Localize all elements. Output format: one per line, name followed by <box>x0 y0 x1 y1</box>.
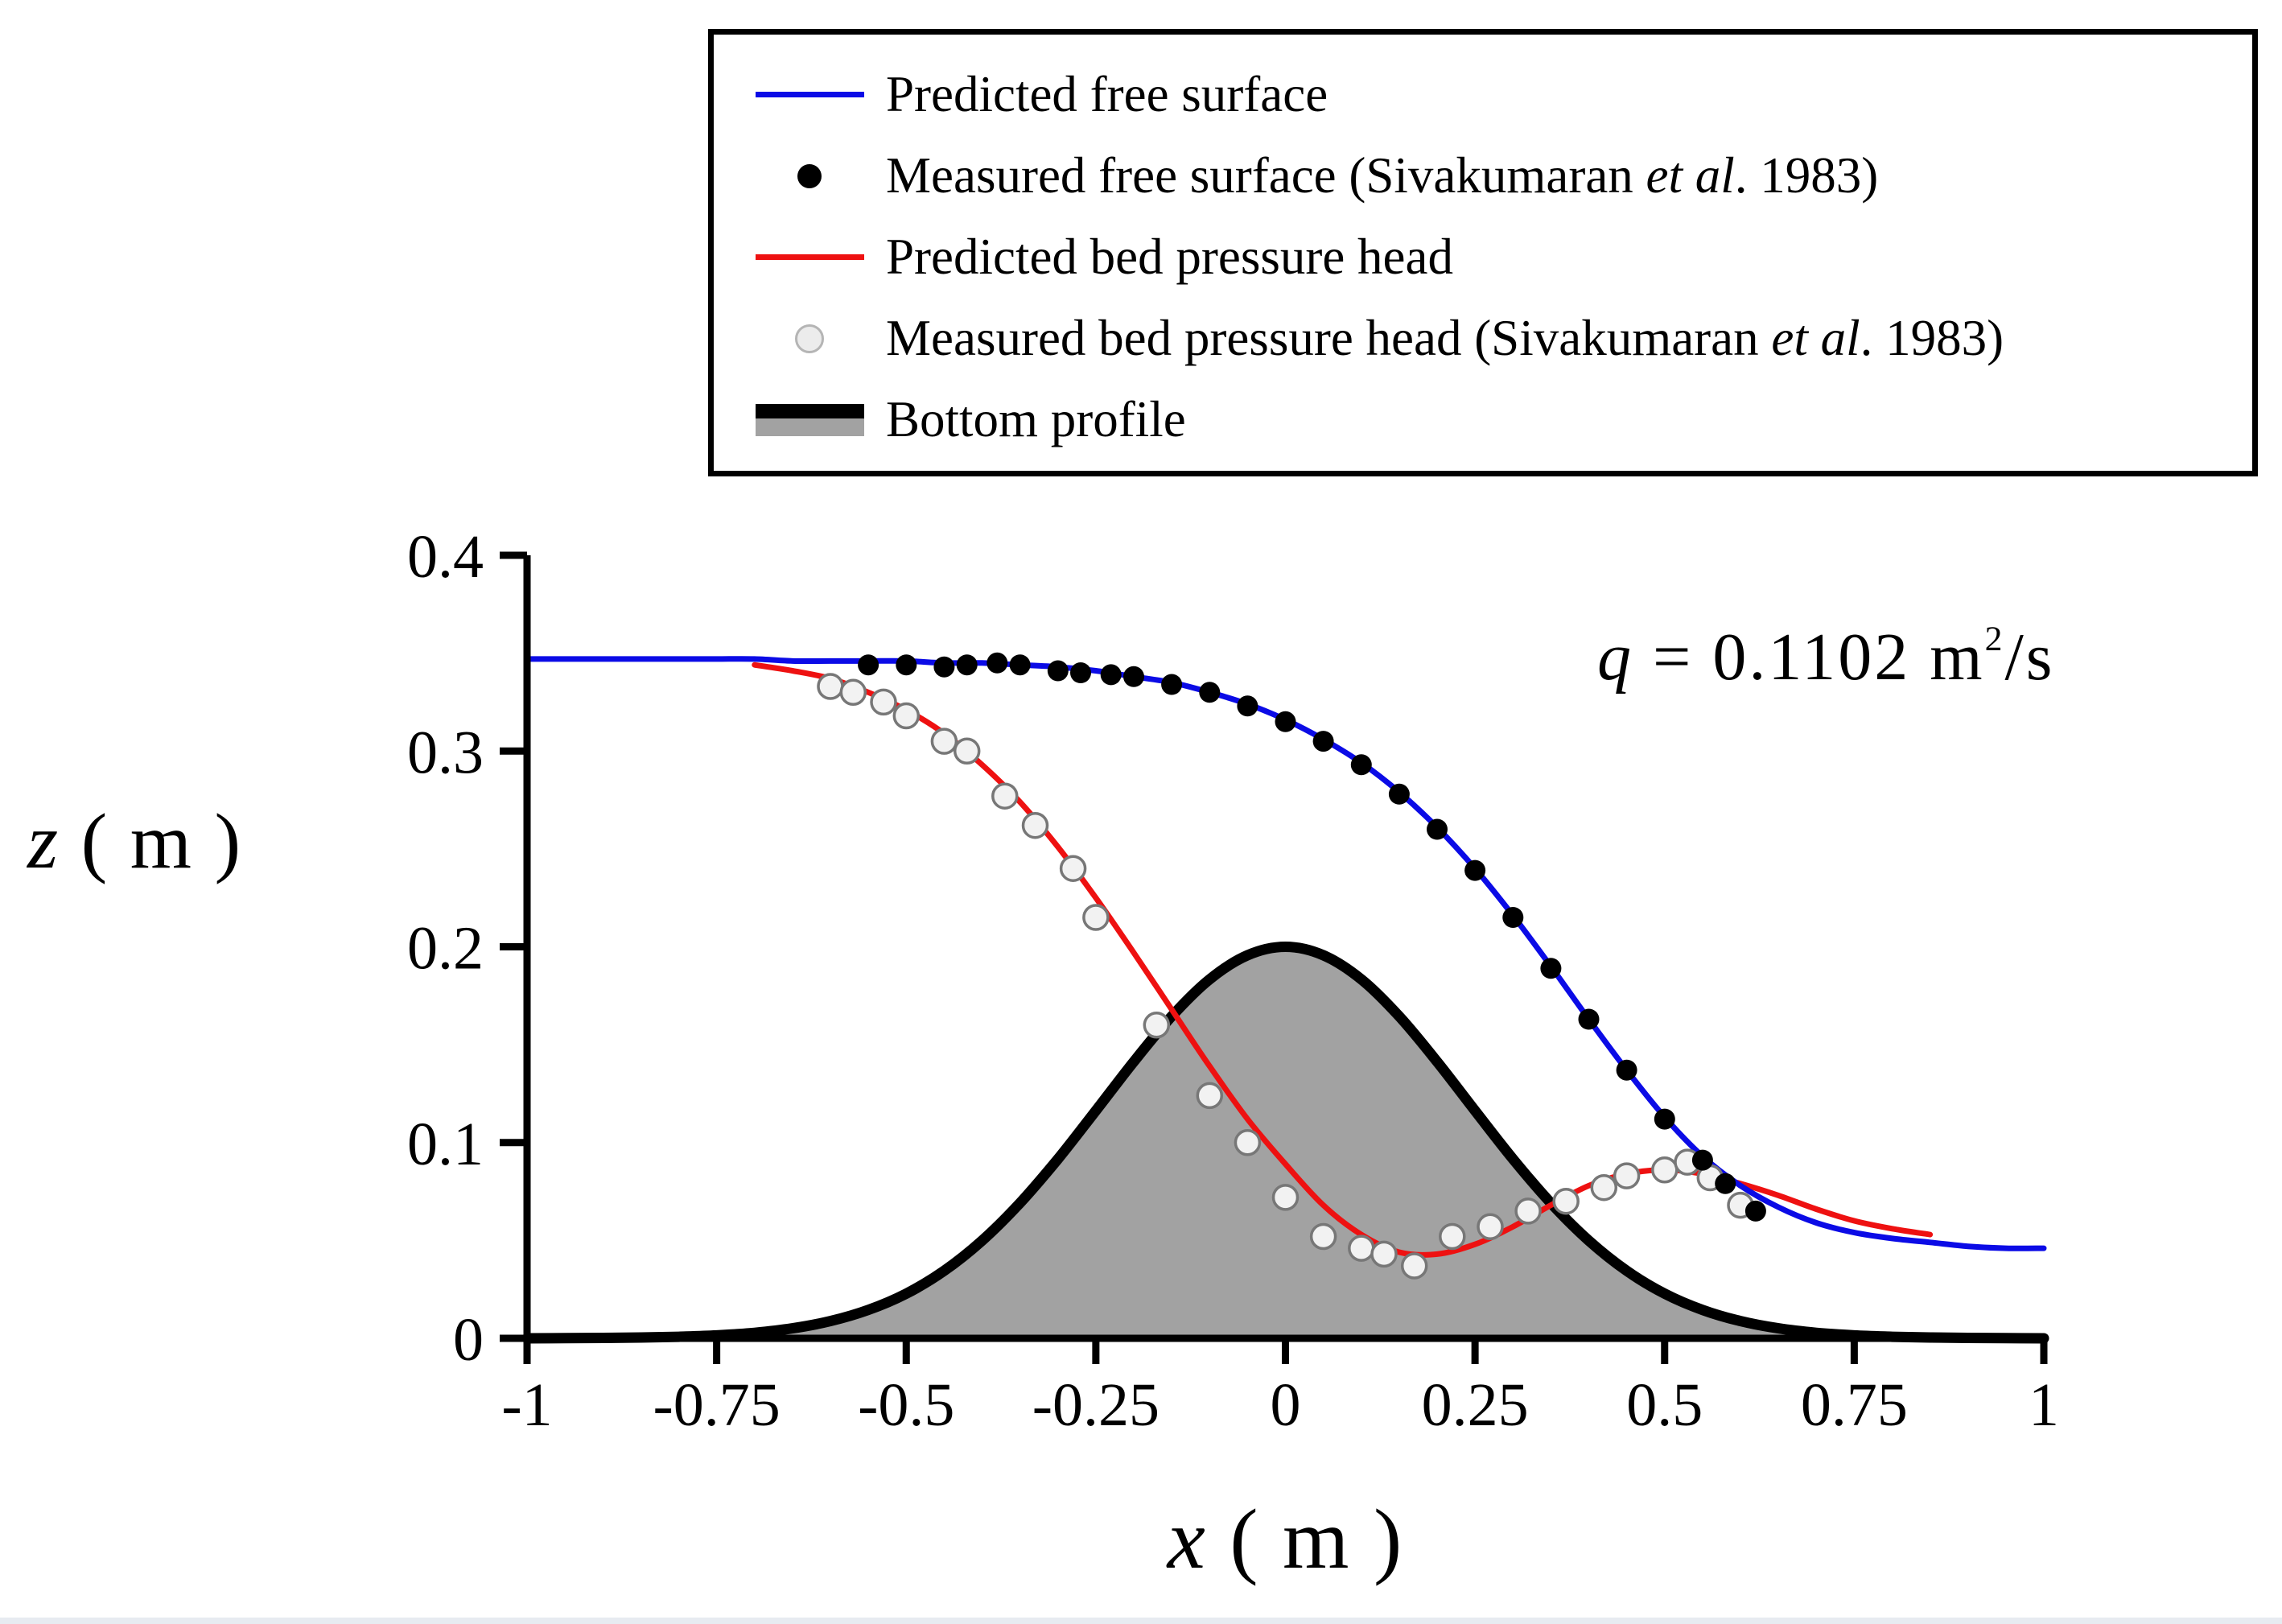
measured-bed-pressure-head-point <box>1590 1173 1618 1202</box>
measured-free-surface-point <box>1691 1149 1713 1171</box>
measured-free-surface-point <box>987 652 1008 674</box>
measured-free-surface-point <box>1388 783 1410 805</box>
measured-free-surface-point <box>1616 1059 1637 1081</box>
predicted-free-surface-line <box>524 656 2047 1251</box>
gray-circle-swatch <box>795 324 824 353</box>
measured-free-surface-point <box>1047 660 1069 682</box>
bottom-profile-line <box>521 941 2049 1344</box>
measured-bed-pressure-head-point <box>892 702 921 730</box>
measured-free-surface-point <box>1312 731 1334 752</box>
y-axis-label: z ( m ) <box>27 798 243 885</box>
measured-bed-pressure-head-point <box>1021 811 1049 839</box>
red-line-swatch <box>755 254 864 260</box>
y-tick-label: 0.3 <box>407 719 484 786</box>
measured-free-surface-point <box>1350 754 1372 776</box>
measured-free-surface-point <box>1540 958 1562 979</box>
measured-bed-pressure-head-point <box>1439 1222 1466 1251</box>
legend-swatch-cell <box>741 254 878 260</box>
measured-bed-pressure-head-point <box>991 782 1019 810</box>
legend-label: Predicted bed pressure head <box>886 229 1453 285</box>
measured-free-surface-point <box>956 654 978 676</box>
legend-swatch-cell <box>741 403 878 436</box>
measured-free-surface-point <box>858 654 879 676</box>
measured-bed-pressure-head-point <box>817 673 844 700</box>
measured-bed-pressure-head-point <box>953 737 981 765</box>
measured-free-surface-point <box>1070 662 1091 683</box>
measured-free-surface-point <box>1744 1200 1766 1222</box>
measured-free-surface-point <box>1715 1173 1736 1194</box>
measured-free-surface-point <box>1578 1008 1600 1030</box>
measured-bed-pressure-head-point <box>839 678 867 707</box>
measured-free-surface-point <box>1161 674 1183 695</box>
y-tick-label: 0.2 <box>407 915 484 983</box>
legend: Predicted free surface Measured free sur… <box>708 29 2258 476</box>
legend-swatch-cell <box>741 92 878 97</box>
measured-bed-pressure-head-point <box>1613 1162 1641 1189</box>
measured-bed-pressure-head-point <box>1143 1012 1171 1039</box>
measured-free-surface-point <box>933 656 955 678</box>
y-tick-label: 0.1 <box>407 1111 484 1178</box>
measured-free-surface-point <box>1199 682 1221 703</box>
measured-bed-pressure-head-point <box>1309 1222 1337 1251</box>
legend-item-measured-free-surface: Measured free surface (Sivakumaran et al… <box>741 135 2225 216</box>
legend-swatch-cell <box>741 163 878 188</box>
legend-label: Measured free surface (Sivakumaran et al… <box>886 147 1879 204</box>
x-tick-label: -0.25 <box>1032 1371 1160 1439</box>
legend-swatch-cell <box>741 324 878 353</box>
measured-free-surface-point <box>1123 666 1144 687</box>
measured-bed-pressure-head-point <box>1082 904 1110 931</box>
measured-bed-pressure-head-point <box>1514 1197 1542 1225</box>
y-tick-label: 0.4 <box>407 523 484 591</box>
x-tick-label: -0.5 <box>858 1371 954 1439</box>
measured-bed-pressure-head-point <box>870 688 897 716</box>
legend-item-measured-bed-pressure-head: Measured bed pressure head (Sivakumaran … <box>741 298 2225 379</box>
bottom-edge <box>0 1618 2282 1624</box>
legend-label: Bottom profile <box>886 391 1186 447</box>
x-axis-label: x ( m ) <box>1167 1492 1404 1586</box>
bottom-profile-swatch <box>755 403 864 436</box>
measured-free-surface-point <box>1009 654 1031 676</box>
legend-label: Predicted free surface <box>886 66 1328 122</box>
measured-bed-pressure-head-point <box>1234 1129 1262 1156</box>
measured-bed-pressure-head-point <box>1477 1213 1504 1241</box>
x-tick-label: 0.25 <box>1422 1371 1529 1439</box>
x-tick-label: 0.5 <box>1626 1371 1703 1439</box>
bottom-profile-fill <box>527 946 2044 1338</box>
legend-item-bottom-profile: Bottom profile <box>741 379 2225 460</box>
x-tick-label: -0.75 <box>653 1371 780 1439</box>
measured-free-surface-point <box>1464 859 1486 881</box>
measured-bed-pressure-head-point <box>1370 1240 1398 1268</box>
x-tick-label: -1 <box>501 1371 552 1439</box>
flow-rate-annotation: q = 0.1102 m2/s <box>1597 620 2055 695</box>
measured-bed-pressure-head-point <box>1196 1082 1224 1110</box>
measured-free-surface-point <box>896 654 917 676</box>
y-tick-label: 0 <box>453 1306 484 1374</box>
measured-bed-pressure-head-point <box>1348 1234 1375 1262</box>
legend-item-predicted-bed-pressure-head: Predicted bed pressure head <box>741 216 2225 298</box>
x-tick-label: 0.75 <box>1801 1371 1908 1439</box>
measured-bed-pressure-head-point <box>930 728 958 755</box>
legend-item-predicted-free-surface: Predicted free surface <box>741 54 2225 135</box>
measured-free-surface-point <box>1100 664 1122 686</box>
x-tick-label: 0 <box>1271 1371 1301 1439</box>
measured-free-surface-point <box>1275 711 1296 732</box>
measured-bed-pressure-head-point <box>1651 1156 1679 1184</box>
measured-bed-pressure-head-point <box>1400 1252 1428 1280</box>
measured-free-surface-point <box>1237 695 1258 717</box>
measured-bed-pressure-head-point <box>1059 855 1087 882</box>
legend-label: Measured bed pressure head (Sivakumaran … <box>886 310 2004 366</box>
measured-free-surface-point <box>1502 907 1524 928</box>
measured-bed-pressure-head-point <box>1552 1187 1580 1215</box>
measured-free-surface-point <box>1654 1108 1675 1130</box>
blue-line-swatch <box>755 92 864 97</box>
measured-free-surface-point <box>1427 818 1448 840</box>
black-dot-swatch <box>797 163 822 188</box>
measured-bed-pressure-head-point <box>1271 1184 1300 1211</box>
x-tick-label: 1 <box>2029 1371 2059 1439</box>
